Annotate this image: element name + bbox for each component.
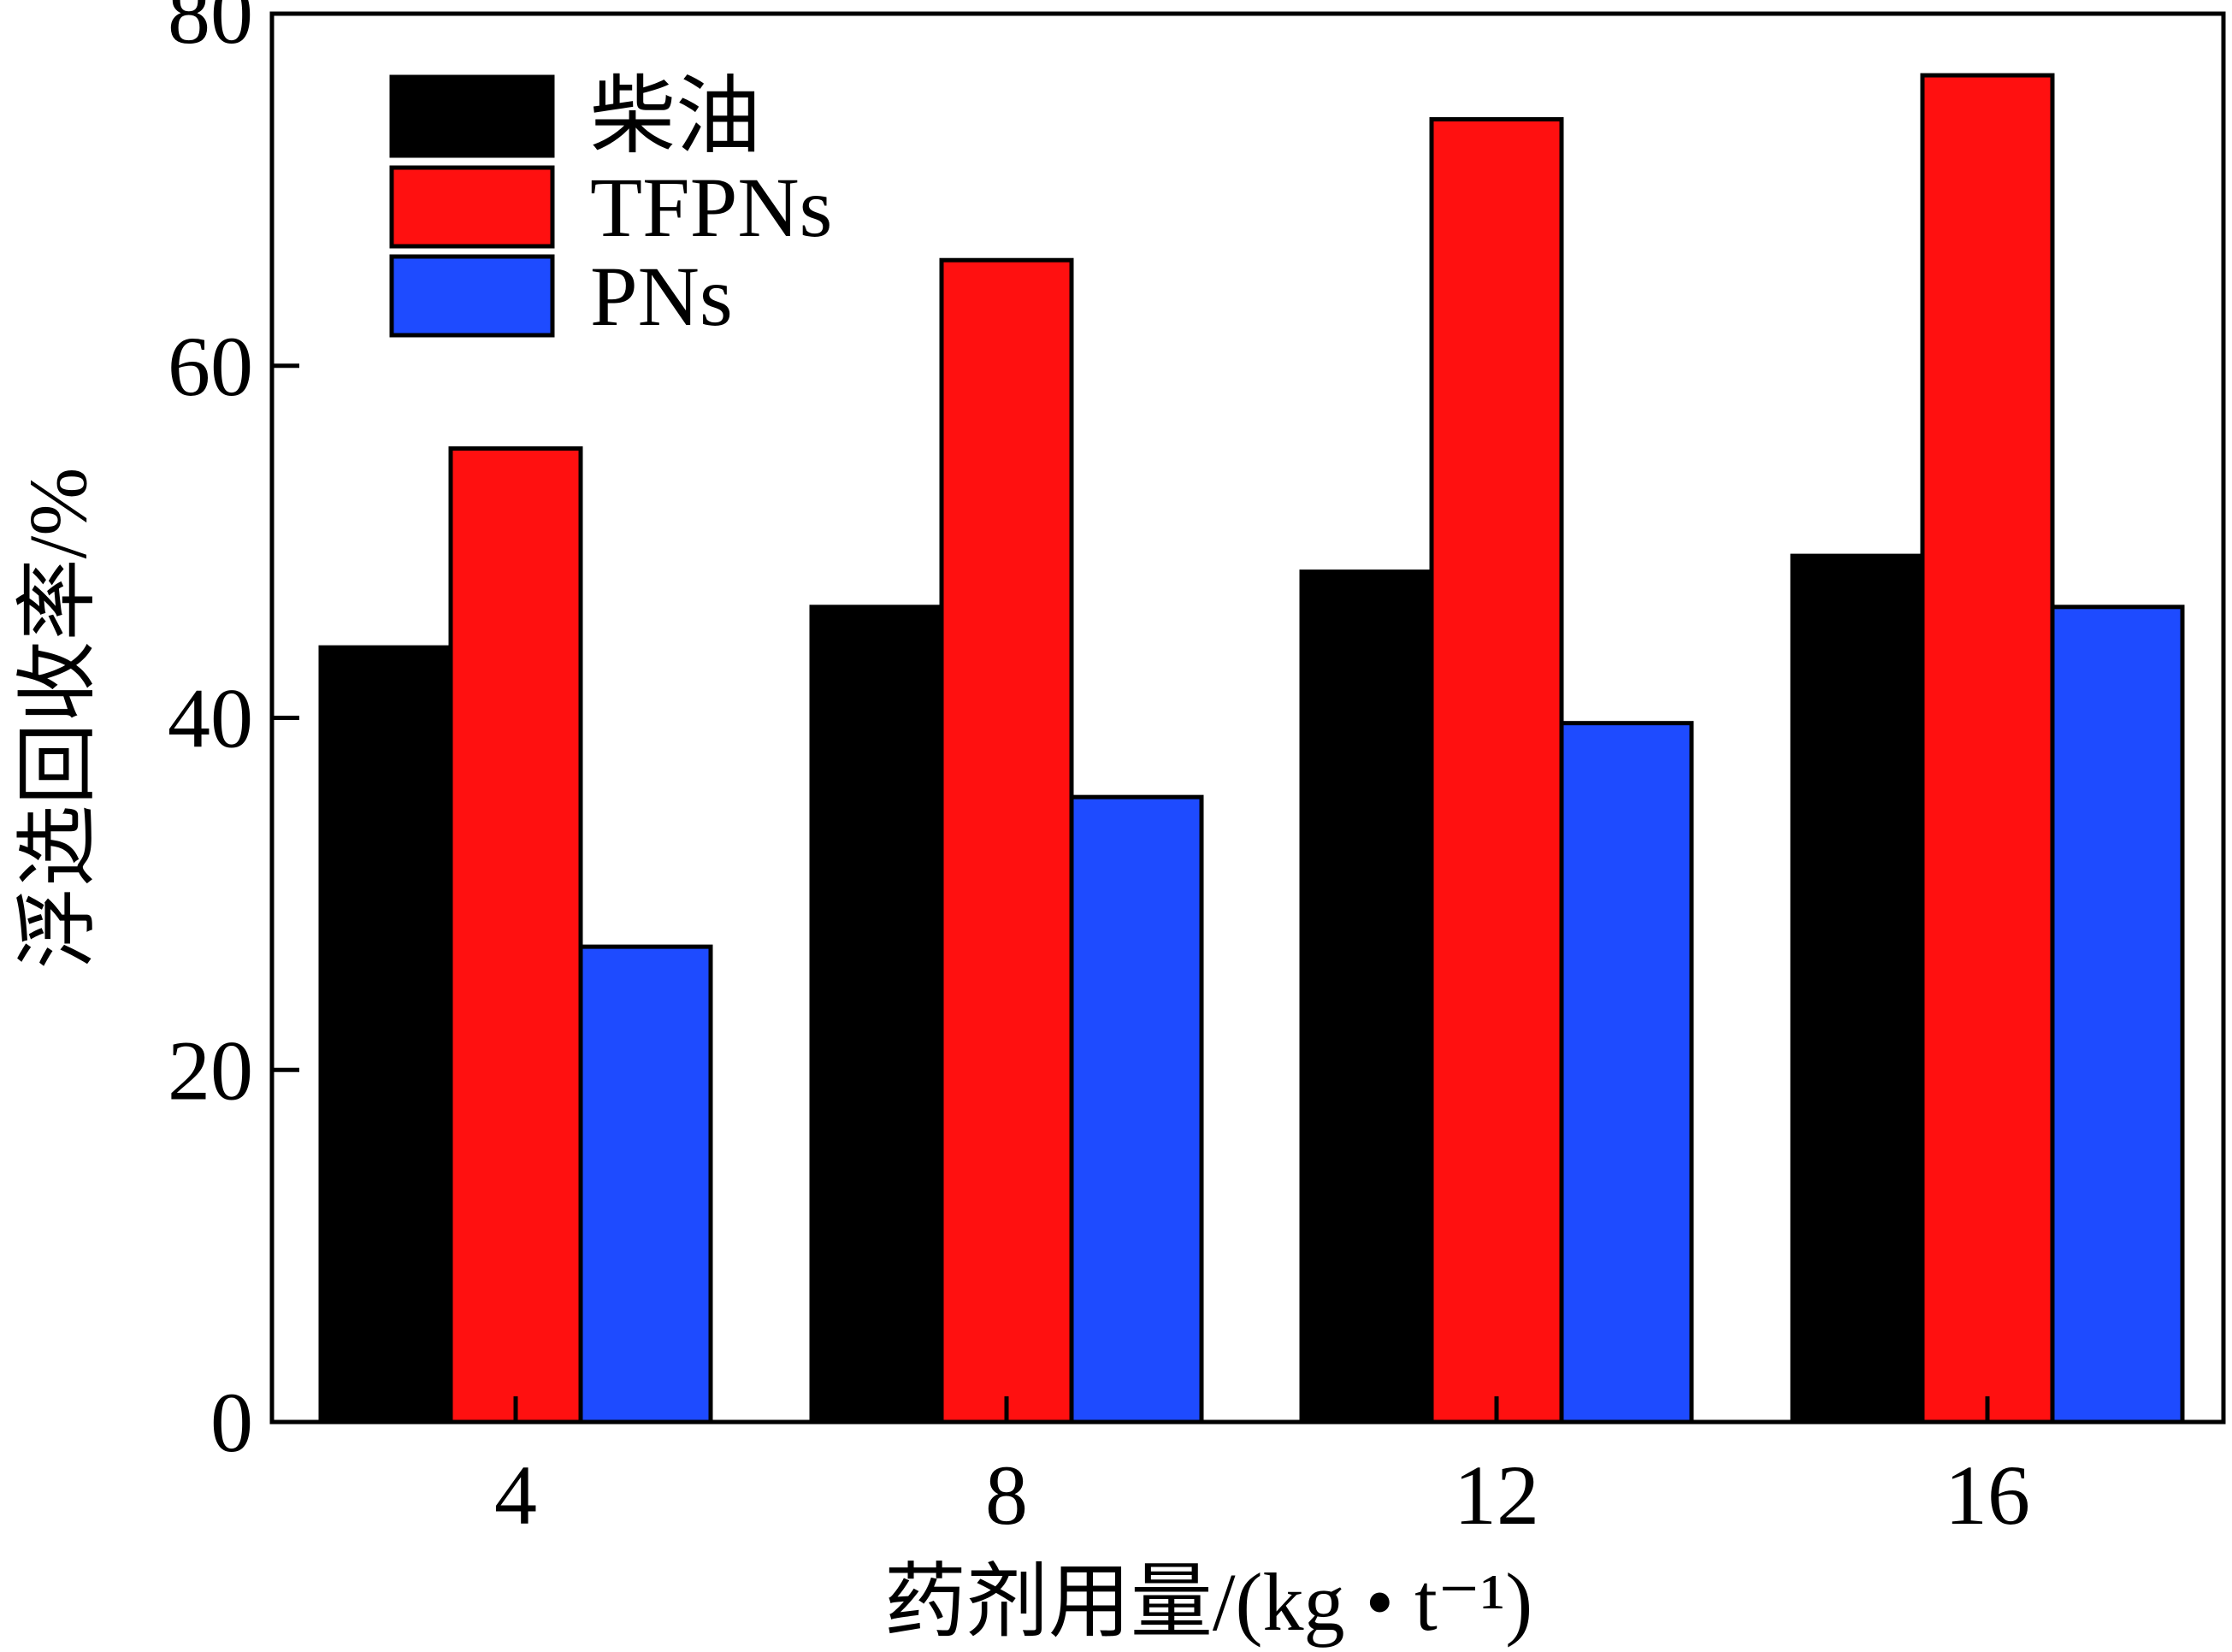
bar-2-16	[1920, 73, 2055, 1425]
bar-2-4	[448, 446, 583, 1425]
legend-label-1: 柴油	[590, 69, 761, 164]
bar-3-4	[578, 944, 713, 1425]
legend-swatch-1	[389, 74, 555, 158]
x-tick-label: 16	[1945, 1448, 2030, 1543]
y-tick-label: 0	[210, 1375, 253, 1470]
legend-swatch-3	[389, 254, 555, 338]
y-tick-label: 80	[168, 0, 253, 62]
bar-1-12	[1299, 569, 1434, 1425]
legend-label-2: TFPNs	[590, 160, 832, 255]
x-axis-label: 药剂用量/(kg • t⁻¹)	[884, 1556, 1532, 1648]
bar-3-12	[1559, 721, 1694, 1425]
x-ticks: 4 8 12 16	[494, 1396, 2030, 1543]
bar-3-16	[2050, 605, 2185, 1425]
y-tick-label: 60	[168, 319, 253, 414]
x-tick-label: 8	[985, 1448, 1028, 1543]
legend-label-3: PNs	[590, 249, 733, 344]
bar-1-16	[1790, 553, 1925, 1425]
x-tick-label: 4	[494, 1448, 537, 1543]
y-ticks: 0 20 40 60 80	[168, 0, 299, 1470]
y-axis-label: 浮选回收率/%	[12, 468, 103, 970]
bar-3-8	[1069, 794, 1204, 1425]
bar-2-12	[1429, 117, 1564, 1425]
bar-2-8	[939, 257, 1074, 1425]
x-tick-label: 12	[1454, 1448, 1539, 1543]
bars	[318, 73, 2185, 1425]
bar-1-8	[809, 605, 944, 1425]
bar-1-4	[318, 645, 453, 1425]
legend-swatch-2	[389, 165, 555, 249]
y-tick-label: 20	[168, 1023, 253, 1118]
y-tick-label: 40	[168, 671, 253, 766]
